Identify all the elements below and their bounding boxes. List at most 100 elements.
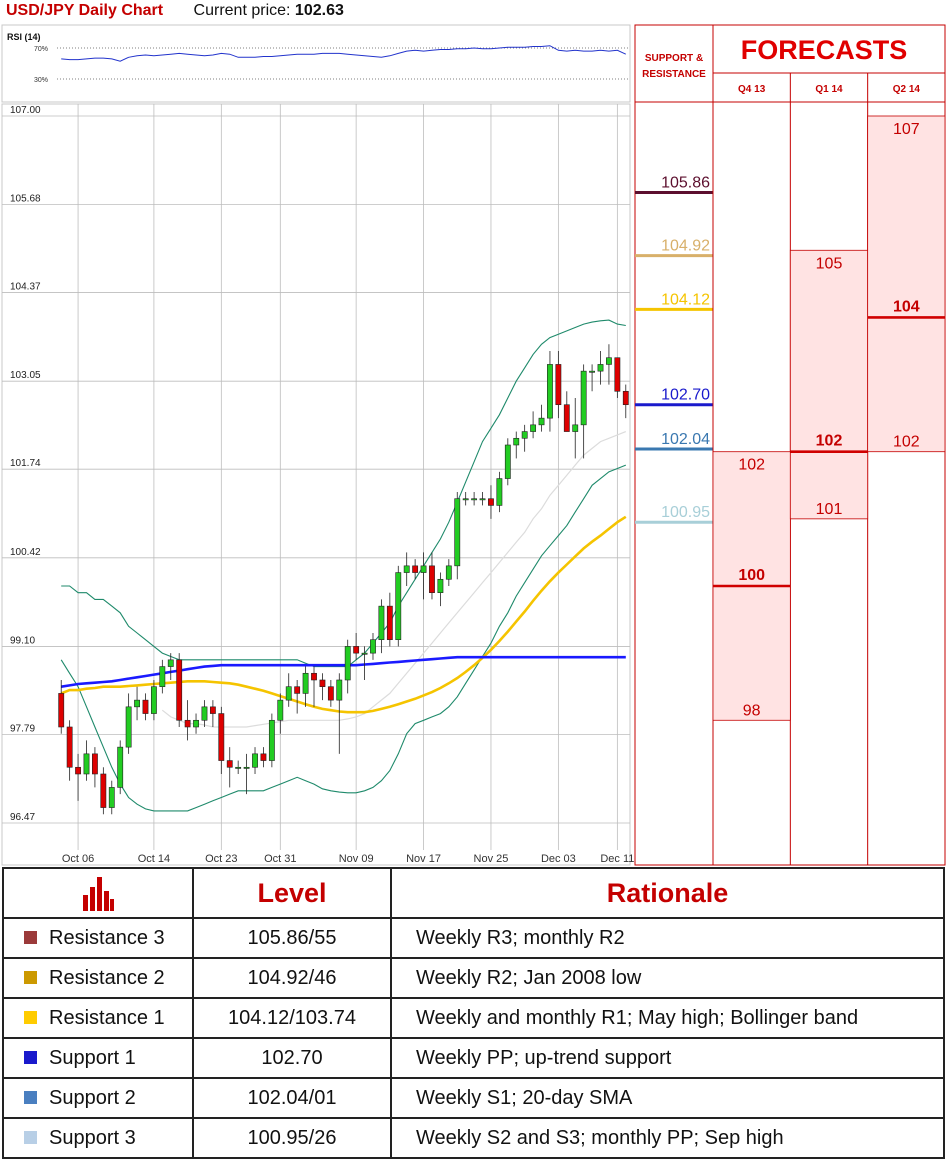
candle: [454, 491, 461, 580]
candle-body: [184, 719, 191, 728]
forecast-median-label: 104: [893, 298, 920, 315]
candle: [193, 713, 199, 734]
candle: [622, 384, 629, 419]
candle-body: [606, 357, 612, 365]
candle-body: [201, 706, 208, 721]
candle: [311, 666, 317, 707]
candle: [75, 753, 81, 801]
levels-table: Level Rationale Resistance 3 105.86/55 Wee…: [2, 867, 945, 1159]
candle-body: [412, 565, 419, 573]
candle: [378, 599, 385, 654]
row-level: 102.70: [192, 1037, 392, 1079]
forecast-range-box: [789, 249, 869, 520]
candle: [403, 552, 410, 586]
series-line-sma_200: [61, 655, 626, 688]
candle: [142, 693, 149, 721]
candle-body: [563, 404, 570, 432]
bar-chart-icon: [2, 867, 194, 919]
forecast-title: FORECASTS: [741, 35, 908, 65]
sr-level-label: 102.04: [661, 431, 710, 448]
candle-body: [176, 659, 183, 721]
price-x-tick: Oct 31: [264, 853, 296, 865]
forecast-col-label: Q1 14: [815, 84, 843, 95]
price-y-tick: 105.68: [10, 194, 41, 205]
candle-body: [58, 693, 65, 728]
table-row: Resistance 3 105.86/55 Weekly R3; monthly …: [2, 917, 945, 959]
candle: [226, 747, 233, 788]
candle-body: [353, 646, 360, 654]
candle-body: [235, 766, 242, 769]
row-rationale: Weekly R2; Jan 2008 low: [390, 957, 945, 999]
candle-body: [83, 753, 90, 775]
candle-body: [117, 746, 124, 788]
sr-level-label: 105.86: [661, 175, 710, 192]
candle: [125, 693, 132, 754]
forecast-low-label: 98: [743, 702, 761, 719]
row-rationale: Weekly S2 and S3; monthly PP; Sep high: [390, 1117, 945, 1159]
candle-body: [496, 478, 503, 506]
candle-body: [319, 679, 326, 688]
candle: [547, 350, 553, 432]
candle: [201, 700, 208, 727]
candle-body: [547, 364, 553, 419]
table-row: Support 2 102.04/01 Weekly S1; 20-day SMA: [2, 1077, 945, 1119]
candle-body: [597, 364, 604, 372]
candle: [496, 471, 503, 513]
candle: [589, 364, 595, 392]
price-y-tick: 104.37: [10, 282, 41, 293]
forecast-median-label: 100: [738, 567, 765, 584]
price-x-tick: Dec 03: [541, 853, 576, 865]
row-level: 104.92/46: [192, 957, 392, 999]
candle-body: [462, 498, 469, 501]
candle: [572, 397, 579, 459]
candle: [437, 572, 444, 607]
candle: [420, 552, 427, 600]
candle-body: [580, 370, 587, 426]
candle: [150, 679, 157, 721]
candle-body: [167, 659, 174, 667]
candle-body: [108, 787, 115, 808]
level-color-swatch: [24, 1130, 37, 1144]
candle-body: [277, 699, 284, 721]
candle-body: [159, 666, 166, 688]
price-x-tick: Dec 11: [600, 853, 634, 865]
series-line-sma_50: [60, 515, 627, 714]
candle: [580, 364, 587, 459]
candle: [66, 720, 73, 781]
price-x-tick: Nov 09: [339, 853, 374, 865]
price-x-tick: Oct 14: [138, 853, 170, 865]
candle: [176, 653, 183, 727]
series-line-bollinger_lower: [60, 464, 627, 812]
candle-body: [134, 699, 140, 708]
row-level: 104.12/103.74: [192, 997, 392, 1039]
candle-body: [530, 424, 537, 432]
forecast-range: 105 102 101: [789, 249, 869, 520]
price-y-tick: 103.05: [10, 370, 41, 381]
candle-body: [572, 424, 579, 432]
candle-body: [538, 417, 545, 426]
candle: [479, 491, 486, 506]
candle: [504, 438, 511, 486]
candle: [513, 431, 520, 459]
candle-body: [555, 364, 562, 406]
chart-header: USD/JPY Daily Chart Current price: 102.6…: [6, 0, 344, 24]
sr-title: SUPPORT & RESISTANCE: [642, 53, 706, 80]
rsi-tick-30: 30%: [34, 77, 48, 84]
candle: [606, 344, 612, 385]
level-header: Level: [192, 867, 392, 919]
candle-body: [437, 578, 444, 594]
rsi-panel: [1, 24, 631, 103]
candle-body: [142, 699, 149, 714]
candle: [462, 491, 469, 506]
candle: [429, 552, 435, 600]
level-color-swatch: [24, 970, 37, 984]
price-y-tick: 99.10: [10, 635, 35, 646]
candle-body: [378, 605, 385, 641]
candle-body: [471, 498, 478, 501]
candle: [184, 700, 191, 741]
row-name-cell: Resistance 3: [2, 917, 194, 959]
candle: [521, 424, 528, 452]
candle: [277, 693, 284, 734]
candle: [100, 767, 107, 815]
level-color-swatch: [24, 1050, 37, 1064]
